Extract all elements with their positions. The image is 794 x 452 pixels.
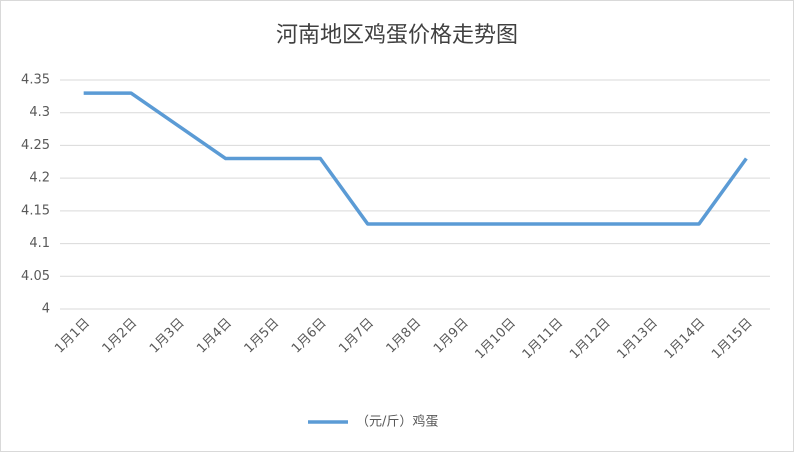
- y-tick-label: 4.1: [29, 236, 50, 251]
- line-series: [83, 91, 748, 226]
- y-tick-label: 4.35: [21, 73, 50, 88]
- y-tick-label: 4.05: [21, 269, 50, 284]
- y-tick-label: 4.15: [21, 203, 50, 218]
- chart-title: 河南地区鸡蛋价格走势图: [276, 23, 518, 48]
- y-tick-label: 4: [42, 302, 50, 317]
- y-tick-label: 4.25: [21, 138, 50, 153]
- y-tick-label: 4.3: [29, 105, 50, 120]
- legend-label: （元/斤）鸡蛋: [356, 414, 438, 430]
- y-tick-label: 4.2: [29, 171, 50, 186]
